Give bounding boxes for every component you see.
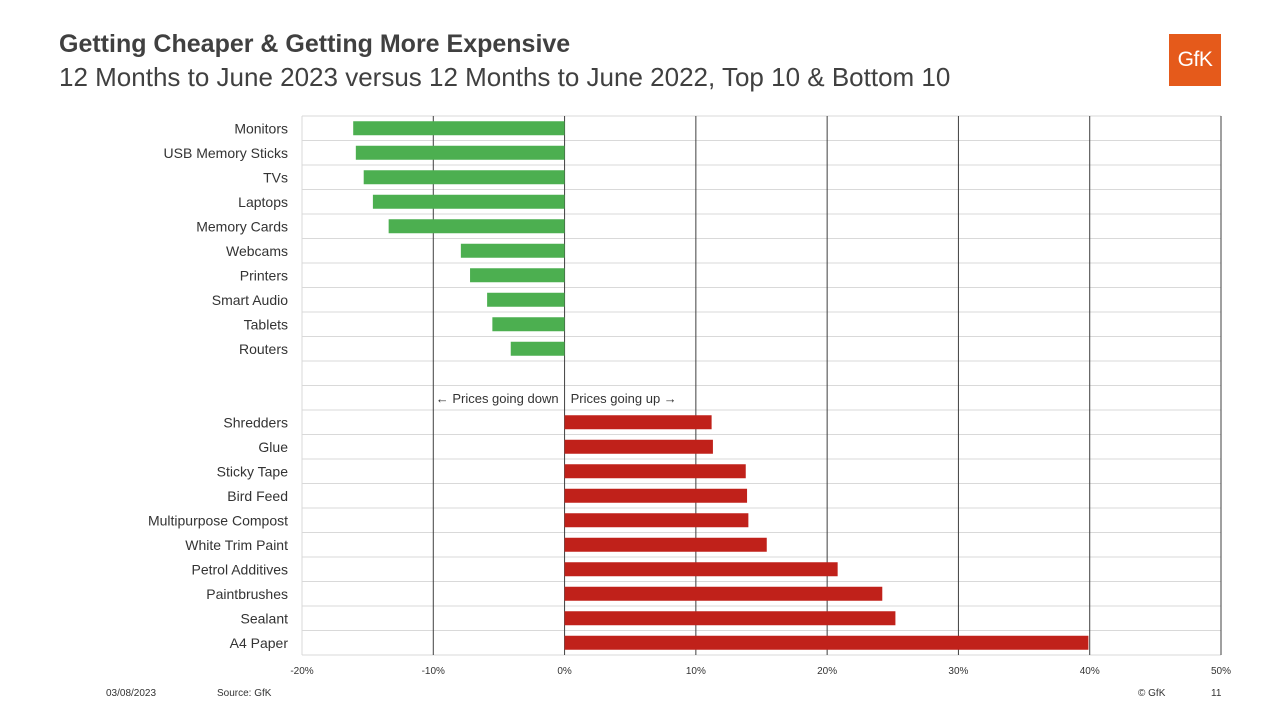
footer-date: 03/08/2023 (106, 688, 157, 699)
bar-laptops (372, 194, 565, 209)
category-label: Bird Feed (227, 488, 288, 504)
bar-shredders (564, 415, 712, 430)
category-label: Shredders (223, 414, 288, 430)
category-label: Glue (258, 439, 288, 455)
bar-printers (470, 268, 565, 283)
category-label: Tablets (244, 316, 288, 332)
category-label: A4 Paper (230, 635, 289, 651)
bar-petrol-additives (564, 562, 838, 577)
category-label: Sticky Tape (217, 463, 289, 479)
category-label: Smart Audio (212, 292, 288, 308)
x-tick-label: -20% (290, 666, 313, 677)
bar-sealant (564, 611, 896, 626)
bar-webcams (460, 243, 565, 258)
bar-a4-paper (564, 635, 1089, 650)
chart-subtitle: 12 Months to June 2023 versus 12 Months … (59, 62, 951, 92)
category-label: Sealant (241, 610, 289, 626)
x-tick-label: -10% (422, 666, 445, 677)
category-label: White Trim Paint (185, 537, 288, 553)
x-tick-label: 0% (557, 666, 572, 677)
footer-source: Source: GfK (217, 688, 272, 699)
category-label: Paintbrushes (206, 586, 288, 602)
bar-paintbrushes (564, 586, 883, 601)
bar-memory-cards (388, 219, 565, 234)
x-tick-label: 30% (948, 666, 968, 677)
bar-sticky-tape (564, 464, 746, 479)
footer-page-number: 11 (1211, 688, 1222, 699)
bar-white-trim-paint (564, 537, 767, 552)
chart-title: Getting Cheaper & Getting More Expensive (59, 30, 571, 58)
bar-usb-memory-sticks (355, 145, 565, 160)
x-tick-label: 10% (686, 666, 706, 677)
footer-copyright: © GfK (1138, 688, 1166, 699)
bar-routers (510, 341, 565, 356)
bar-tablets (492, 317, 565, 332)
annotation-prices-down: ← Prices going down (436, 391, 559, 406)
category-label: Monitors (234, 120, 288, 136)
category-label: Webcams (226, 243, 288, 259)
bar-tvs (363, 170, 565, 185)
category-label: Laptops (238, 194, 288, 210)
x-tick-label: 50% (1211, 666, 1231, 677)
category-label: Petrol Additives (192, 561, 289, 577)
category-label: TVs (263, 169, 288, 185)
bar-multipurpose-compost (564, 513, 749, 528)
x-tick-label: 20% (817, 666, 837, 677)
bar-monitors (353, 121, 565, 136)
gfk-logo: GfK (1169, 34, 1221, 86)
category-label: Memory Cards (196, 218, 288, 234)
category-label: USB Memory Sticks (164, 145, 288, 161)
annotation-prices-up: Prices going up → (571, 391, 677, 406)
category-label: Routers (239, 341, 288, 357)
bar-glue (564, 439, 713, 454)
x-tick-label: 40% (1080, 666, 1100, 677)
category-label: Printers (240, 267, 288, 283)
category-label: Multipurpose Compost (148, 512, 288, 528)
bar-smart-audio (487, 292, 565, 307)
bar-bird-feed (564, 488, 748, 503)
